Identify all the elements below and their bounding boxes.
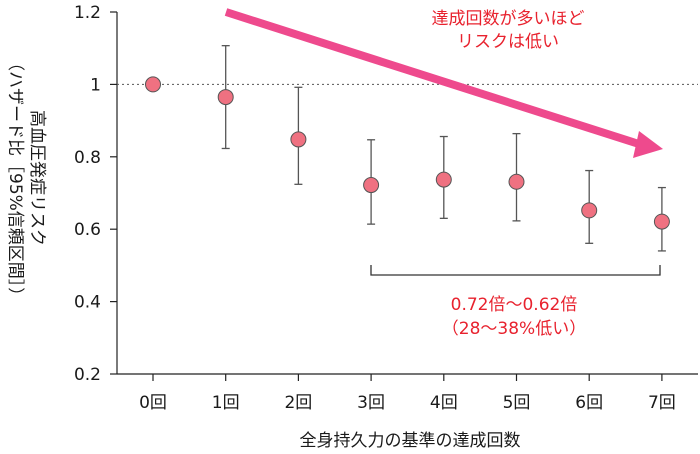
- y-axis-title-main: 高血圧発症リスク: [27, 110, 47, 246]
- data-point: [653, 213, 670, 230]
- y-tick-label: 0.2: [74, 365, 101, 385]
- data-point: [290, 131, 307, 148]
- data-point: [363, 177, 380, 194]
- y-tick-label: 0.6: [74, 220, 101, 240]
- y-axis-title-sub: （ハザード比［95%信頼区間］）: [5, 54, 25, 304]
- error-bars: [221, 45, 666, 252]
- data-point: [581, 202, 598, 219]
- x-tick-label: 4回: [430, 393, 458, 413]
- x-tick-label: 1回: [212, 393, 240, 413]
- y-tick-label: 1: [90, 75, 101, 95]
- x-axis-title: 全身持久力の基準の達成回数: [300, 431, 521, 451]
- y-tick-label: 0.4: [74, 293, 101, 313]
- x-tick-label: 0回: [139, 393, 167, 413]
- trend-arrow: [224, 8, 663, 158]
- annotation-bracket-line2: （28～38%低い）: [442, 319, 586, 339]
- x-tick-label: 5回: [503, 393, 531, 413]
- data-point: [145, 76, 161, 93]
- data-point: [217, 89, 234, 106]
- y-tick-label: 0.8: [74, 148, 101, 168]
- annotation-top-line1: 達成回数が多いほど: [432, 9, 585, 29]
- data-point: [508, 173, 525, 190]
- data-point: [435, 171, 452, 188]
- x-tick-label: 7回: [648, 393, 676, 413]
- data-points: [145, 76, 670, 230]
- y-tick-label: 1.2: [74, 3, 101, 23]
- x-tick-label: 6回: [575, 393, 603, 413]
- y-ticks: 0.2 0.4 0.6 0.8 1 1.2: [74, 3, 117, 385]
- annotation-top-line2: リスクは低い: [457, 32, 559, 52]
- annotation-bracket-line1: 0.72倍～0.62倍: [451, 295, 578, 315]
- x-ticks: 0回 1回 2回 3回 4回 5回 6回 7回: [139, 374, 676, 413]
- bracket: [370, 265, 661, 276]
- x-tick-label: 3回: [357, 393, 385, 413]
- x-tick-label: 2回: [284, 393, 312, 413]
